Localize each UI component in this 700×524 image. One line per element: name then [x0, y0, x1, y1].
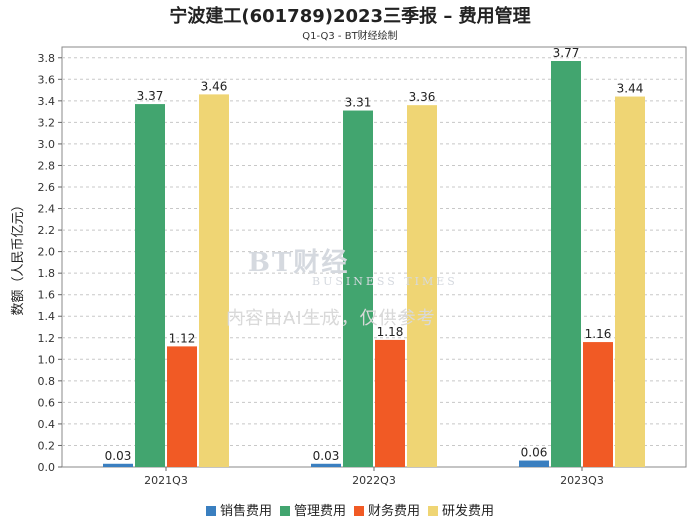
data-label: 3.46 [201, 79, 228, 93]
legend-label: 财务费用 [368, 504, 421, 519]
y-tick-label: 0.2 [38, 439, 56, 452]
legend-label: 研发费用 [442, 504, 495, 519]
bar [375, 339, 405, 467]
legend-label: 销售费用 [219, 504, 272, 519]
legend-swatch [428, 506, 439, 516]
y-tick-label: 0.6 [38, 396, 56, 409]
legend-label: 管理费用 [293, 504, 346, 519]
y-tick-label: 1.6 [38, 289, 56, 302]
y-tick-label: 2.6 [38, 181, 56, 194]
bar [583, 342, 613, 467]
legend-item: 研发费用 [428, 500, 494, 519]
y-tick-label: 1.8 [38, 267, 56, 280]
y-tick-label: 3.0 [38, 138, 56, 151]
bar [519, 460, 549, 467]
data-label: 0.03 [313, 449, 340, 463]
x-tick-label: 2022Q3 [352, 474, 396, 487]
data-label: 3.44 [617, 82, 644, 96]
bar [311, 463, 341, 467]
data-label: 0.06 [521, 446, 548, 460]
y-tick-label: 3.8 [38, 52, 56, 65]
bar [551, 61, 581, 467]
y-tick-label: 0.8 [38, 375, 56, 388]
y-tick-label: 3.2 [38, 116, 56, 129]
y-tick-label: 3.6 [38, 73, 56, 86]
bar [615, 96, 645, 468]
legend-swatch [205, 506, 216, 516]
y-axis-label: 数额（人民币亿元） [11, 198, 26, 315]
data-label: 3.31 [345, 96, 372, 110]
legend: 销售费用 管理费用 财务费用 研发费用 [0, 500, 700, 519]
data-label: 1.18 [377, 325, 404, 339]
chart-title: 宁波建工(601789)2023三季报 – 费用管理 [169, 6, 531, 27]
bar [343, 110, 373, 468]
legend-item: 管理费用 [279, 500, 346, 519]
data-label: 3.37 [137, 89, 164, 103]
y-tick-label: 0.4 [38, 418, 56, 431]
bar [199, 94, 229, 467]
y-tick-label: 0.0 [38, 461, 56, 474]
chart-subtitle: Q1-Q3 - BT财经绘制 [302, 31, 398, 42]
legend-item: 财务费用 [354, 500, 420, 519]
bar [103, 463, 133, 467]
data-label: 3.36 [409, 90, 436, 104]
legend-item: 销售费用 [205, 500, 272, 519]
x-tick-label: 2023Q3 [560, 474, 604, 487]
data-label: 0.03 [105, 449, 132, 463]
y-tick-label: 2.2 [38, 224, 56, 237]
data-label: 1.12 [169, 331, 196, 345]
y-tick-label: 1.0 [38, 353, 56, 366]
y-tick-label: 2.0 [38, 246, 56, 259]
y-tick-label: 2.4 [38, 203, 56, 216]
legend-swatch [354, 506, 364, 516]
y-tick-label: 3.4 [38, 95, 56, 108]
bar [407, 105, 437, 468]
bar [167, 346, 197, 467]
y-tick-label: 2.8 [38, 159, 56, 172]
bar [135, 104, 165, 468]
y-tick-label: 1.2 [38, 332, 56, 345]
y-tick-label: 1.4 [38, 310, 56, 323]
data-label: 1.16 [585, 327, 612, 341]
data-label: 3.77 [553, 46, 580, 60]
legend-swatch [279, 506, 290, 516]
x-tick-label: 2021Q3 [144, 474, 188, 487]
